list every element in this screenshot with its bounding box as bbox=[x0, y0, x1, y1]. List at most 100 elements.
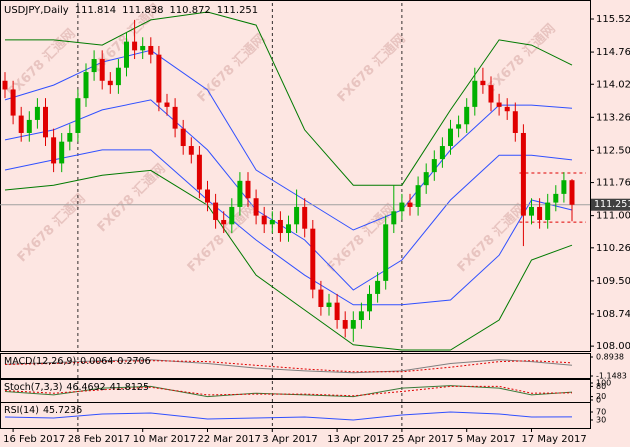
candle-body bbox=[383, 224, 389, 281]
x-tick-label: 3 Apr 2017 bbox=[262, 434, 317, 445]
indicator-line bbox=[4, 385, 573, 398]
candle-body bbox=[196, 154, 202, 190]
candle-body bbox=[221, 219, 227, 225]
candle-body bbox=[91, 59, 97, 73]
candle-body bbox=[51, 137, 57, 164]
candle-body bbox=[83, 72, 89, 99]
candle-body bbox=[545, 202, 551, 220]
candle-body bbox=[18, 115, 24, 133]
indicator-line bbox=[4, 385, 573, 397]
x-tick-label: 28 Feb 2017 bbox=[68, 434, 130, 445]
x-tick-label: 25 Apr 2017 bbox=[392, 434, 454, 445]
indicator-value: 46.4692 bbox=[66, 382, 105, 393]
candle-body bbox=[310, 228, 316, 290]
y-tick-label: 115.520 bbox=[596, 14, 630, 25]
indicator-line bbox=[4, 359, 573, 374]
indicator-label: Stoch(7,3,3) 46.4692 41.8125 bbox=[4, 382, 149, 393]
y-tick-label: 110.260 bbox=[596, 243, 630, 254]
indicator-name: RSI(14) bbox=[4, 405, 39, 416]
indicator-panel bbox=[0, 353, 591, 379]
candle-body bbox=[431, 159, 437, 173]
candle-body bbox=[294, 206, 300, 225]
header-open: 111.814 bbox=[75, 5, 116, 16]
candle-body bbox=[277, 219, 283, 234]
band-line bbox=[4, 99, 573, 291]
indicator-line bbox=[4, 411, 573, 421]
header-low: 110.872 bbox=[169, 5, 210, 16]
main-panel bbox=[0, 0, 591, 352]
candle-body bbox=[2, 80, 8, 90]
candle-body bbox=[140, 45, 146, 51]
band-line bbox=[4, 169, 573, 351]
band-line bbox=[5, 11, 573, 186]
indicator-value: 0.0064 bbox=[80, 356, 113, 367]
candle-body bbox=[107, 80, 113, 86]
candle-body bbox=[375, 280, 381, 294]
candle-body bbox=[302, 206, 308, 229]
candle-body bbox=[124, 41, 129, 68]
candle-body bbox=[415, 185, 421, 207]
candle-body bbox=[180, 128, 186, 147]
indicator-tick-label: 0 bbox=[596, 396, 601, 405]
symbol: USDJPY,Daily bbox=[4, 5, 69, 16]
indicator-tick-label: -1.1483 bbox=[596, 372, 627, 381]
candle-body bbox=[229, 206, 235, 225]
y-tick-label: 108.740 bbox=[596, 309, 630, 320]
candle-body bbox=[537, 206, 543, 220]
candle-body bbox=[172, 106, 178, 129]
candle-body bbox=[245, 180, 251, 199]
indicator-value: 41.8125 bbox=[110, 382, 149, 393]
candle-body bbox=[286, 224, 291, 234]
candle-body bbox=[43, 106, 48, 138]
indicator-label: RSI(14) 45.7236 bbox=[4, 405, 82, 416]
candle-body bbox=[520, 132, 526, 216]
candle-body bbox=[561, 180, 567, 194]
indicator-name: Stoch(7,3,3) bbox=[4, 382, 62, 393]
candle-body bbox=[448, 128, 453, 147]
candle-body bbox=[504, 106, 510, 112]
x-tick-label: 16 Feb 2017 bbox=[3, 434, 65, 445]
candle-body bbox=[399, 202, 405, 212]
indicator-panel bbox=[0, 402, 591, 429]
header-high: 111.838 bbox=[122, 5, 163, 16]
candle-body bbox=[496, 102, 502, 107]
candle-body bbox=[488, 85, 494, 103]
indicator-tick-label: 80 bbox=[596, 382, 606, 391]
candle-body bbox=[358, 311, 364, 321]
candle-body bbox=[205, 189, 210, 203]
indicator-value: 0.2706 bbox=[117, 356, 150, 367]
x-tick-label: 17 May 2017 bbox=[522, 434, 587, 445]
candle-body bbox=[67, 132, 73, 142]
candle-body bbox=[318, 289, 324, 307]
candle-body bbox=[472, 80, 478, 107]
price-label: 111.251 bbox=[594, 199, 630, 210]
candle-body bbox=[99, 59, 105, 81]
candle-body bbox=[423, 172, 429, 186]
candle-body bbox=[326, 302, 332, 307]
candle-body bbox=[350, 320, 356, 329]
candle-body bbox=[26, 119, 32, 133]
candle-body bbox=[115, 67, 121, 86]
candle-body bbox=[34, 106, 40, 120]
header: USDJPY,Daily 111.814 111.838 110.872 111.251 bbox=[4, 5, 258, 16]
y-tick-label: 114.760 bbox=[596, 47, 630, 58]
candle-body bbox=[10, 89, 16, 116]
indicator-tick-label: 70 bbox=[596, 408, 606, 417]
indicator-line bbox=[4, 360, 573, 373]
indicator-value: 45.7236 bbox=[43, 405, 82, 416]
candle-body bbox=[407, 202, 413, 207]
candle-body bbox=[188, 146, 194, 155]
candle-body bbox=[213, 202, 219, 220]
indicator-tick-label: 0.8938 bbox=[596, 353, 624, 362]
y-tick-label: 111.000 bbox=[596, 211, 630, 222]
candle-body bbox=[480, 80, 486, 86]
candle-body bbox=[391, 211, 397, 225]
candle-body bbox=[132, 41, 138, 51]
band-line bbox=[4, 149, 573, 306]
candle-body bbox=[269, 219, 275, 225]
candle-body bbox=[237, 180, 243, 207]
candle-body bbox=[456, 124, 462, 129]
candle-body bbox=[164, 102, 170, 107]
